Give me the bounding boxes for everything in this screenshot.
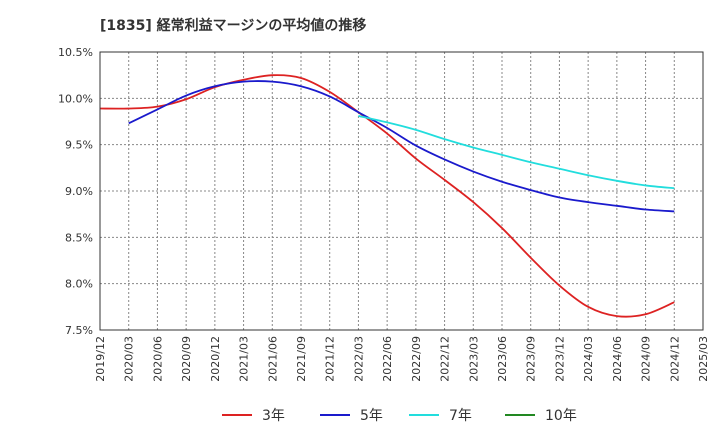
x-tick-label: 2022/12 <box>439 336 452 382</box>
x-tick-label: 2023/09 <box>525 336 538 382</box>
x-tick-label: 2020/09 <box>180 336 193 382</box>
x-tick-label: 2021/12 <box>324 336 337 382</box>
x-tick-label: 2021/06 <box>266 336 279 382</box>
series-line-1 <box>99 74 675 318</box>
y-tick-label: 7.5% <box>65 324 93 337</box>
y-tick-label: 10.0% <box>58 92 93 105</box>
series-line-3 <box>358 115 675 190</box>
chart-title: [1835] 経常利益マージンの平均値の推移 <box>100 17 366 34</box>
x-tick-label: 2021/09 <box>295 336 308 382</box>
x-tick-label: 2022/09 <box>410 336 423 382</box>
y-tick-label: 9.5% <box>65 139 93 152</box>
series-line-2 <box>128 80 675 213</box>
x-tick-label: 2024/06 <box>611 336 624 382</box>
legend-label-2: 5年 <box>360 408 383 424</box>
legend-label-4: 10年 <box>545 408 577 424</box>
x-tick-label: 2022/03 <box>352 336 365 382</box>
legend-label-1: 3年 <box>262 408 285 424</box>
x-tick-label: 2020/12 <box>209 336 222 382</box>
y-tick-label: 9.0% <box>65 185 93 198</box>
x-tick-label: 2024/09 <box>640 336 653 382</box>
plot-frame <box>99 51 704 331</box>
x-tick-label: 2022/06 <box>381 336 394 382</box>
x-tick-label: 2024/12 <box>668 336 681 382</box>
legend-label-3: 7年 <box>449 408 472 424</box>
legend: 3年 5年 7年 10年 <box>222 408 577 424</box>
y-tick-label: 8.5% <box>65 231 93 244</box>
y-tick-label: 10.5% <box>58 46 93 59</box>
x-tick-label: 2019/12 <box>94 336 107 382</box>
x-tick-label: 2025/03 <box>697 336 710 382</box>
x-tick-label: 2023/06 <box>496 336 509 382</box>
x-tick-label: 2023/03 <box>467 336 480 382</box>
x-tick-label: 2021/03 <box>238 336 251 382</box>
y-tick-label: 8.0% <box>65 278 93 291</box>
x-tick-label: 2020/03 <box>123 336 136 382</box>
grid <box>100 52 703 330</box>
x-tick-label: 2020/06 <box>151 336 164 382</box>
x-axis: 2019/12 2020/03 2020/06 2020/09 2020/12 2021/… <box>94 336 710 382</box>
x-tick-label: 2023/12 <box>553 336 566 382</box>
series-group <box>99 74 675 318</box>
y-axis: 7.5% 8.0% 8.5% 9.0% 9.5% 10.0% 10.5% <box>58 46 93 337</box>
x-tick-label: 2024/03 <box>582 336 595 382</box>
